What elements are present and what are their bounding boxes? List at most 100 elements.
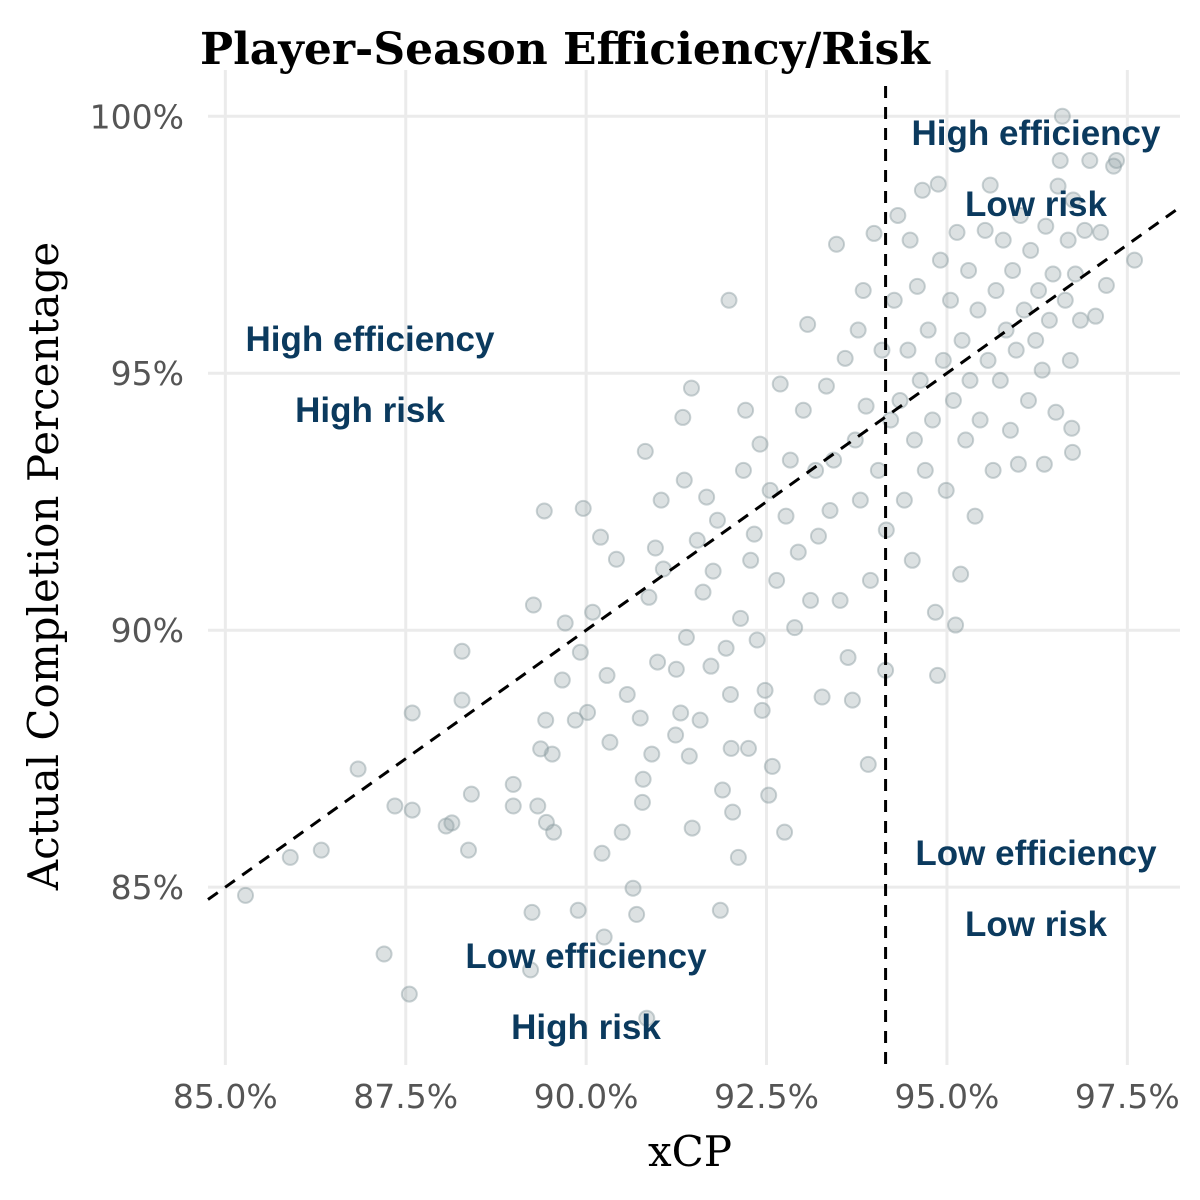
point bbox=[403, 704, 421, 722]
point bbox=[1061, 351, 1079, 369]
point bbox=[923, 411, 941, 429]
point bbox=[761, 481, 779, 499]
point bbox=[717, 639, 735, 657]
point bbox=[698, 488, 716, 506]
quadrant-annotation: High efficiency bbox=[912, 114, 1161, 153]
point bbox=[529, 797, 547, 815]
point bbox=[753, 701, 771, 719]
y-tick-label: 100% bbox=[90, 97, 184, 136]
point bbox=[903, 551, 921, 569]
point bbox=[349, 760, 367, 778]
point bbox=[760, 786, 778, 804]
point bbox=[895, 491, 913, 509]
point bbox=[636, 442, 654, 460]
point bbox=[1037, 217, 1055, 235]
point bbox=[403, 801, 421, 819]
point bbox=[683, 819, 701, 837]
point bbox=[680, 747, 698, 765]
point bbox=[704, 562, 722, 580]
x-tick-label: 87.5% bbox=[353, 1077, 458, 1116]
point bbox=[771, 375, 789, 393]
point bbox=[768, 571, 786, 589]
point bbox=[937, 481, 955, 499]
point bbox=[821, 501, 839, 519]
point bbox=[652, 491, 670, 509]
point bbox=[675, 471, 693, 489]
point bbox=[584, 603, 602, 621]
point bbox=[836, 349, 854, 367]
point bbox=[593, 844, 611, 862]
point bbox=[756, 681, 774, 699]
point bbox=[991, 371, 1009, 389]
point bbox=[813, 688, 831, 706]
point bbox=[312, 841, 330, 859]
quadrant-annotation: Low efficiency bbox=[915, 834, 1157, 873]
point bbox=[809, 527, 827, 545]
point bbox=[643, 745, 661, 763]
point bbox=[1053, 107, 1071, 125]
point bbox=[532, 740, 550, 758]
point bbox=[714, 781, 732, 799]
point bbox=[677, 628, 695, 646]
point bbox=[708, 511, 726, 529]
point bbox=[905, 431, 923, 449]
point bbox=[849, 321, 867, 339]
point bbox=[859, 755, 877, 773]
point bbox=[737, 401, 755, 419]
point bbox=[522, 961, 540, 979]
y-tick-label: 90% bbox=[111, 611, 184, 650]
point bbox=[1019, 391, 1037, 409]
point bbox=[851, 491, 869, 509]
point bbox=[386, 797, 404, 815]
point bbox=[1063, 443, 1081, 461]
point bbox=[1030, 281, 1048, 299]
y-tick-label: 85% bbox=[111, 868, 184, 907]
point bbox=[711, 901, 729, 919]
point bbox=[776, 823, 794, 841]
point bbox=[1040, 311, 1058, 329]
point bbox=[947, 616, 965, 634]
point bbox=[672, 704, 690, 722]
point bbox=[592, 528, 610, 546]
point bbox=[375, 945, 393, 963]
point bbox=[781, 451, 799, 469]
point bbox=[646, 539, 664, 557]
point bbox=[1107, 151, 1125, 169]
point bbox=[911, 371, 929, 389]
point bbox=[957, 431, 975, 449]
point bbox=[981, 176, 999, 194]
point bbox=[1009, 455, 1027, 473]
point bbox=[817, 377, 835, 395]
point bbox=[854, 281, 872, 299]
point bbox=[688, 531, 706, 549]
point bbox=[504, 797, 522, 815]
point bbox=[1081, 151, 1099, 169]
point bbox=[556, 614, 574, 632]
point bbox=[734, 461, 752, 479]
point bbox=[1064, 191, 1082, 209]
point bbox=[1063, 419, 1081, 437]
point bbox=[638, 1009, 656, 1027]
point bbox=[885, 291, 903, 309]
point bbox=[504, 775, 522, 793]
point bbox=[1076, 221, 1094, 239]
quadrant-annotation: High risk bbox=[511, 1008, 661, 1047]
point bbox=[839, 648, 857, 666]
point bbox=[969, 301, 987, 319]
point bbox=[799, 315, 817, 333]
point bbox=[869, 461, 887, 479]
point bbox=[994, 231, 1012, 249]
point bbox=[948, 223, 966, 241]
point bbox=[624, 879, 642, 897]
point bbox=[667, 660, 685, 678]
point bbox=[437, 817, 455, 835]
point bbox=[916, 461, 934, 479]
point bbox=[1007, 341, 1025, 359]
point bbox=[569, 901, 587, 919]
point bbox=[674, 408, 692, 426]
point bbox=[987, 281, 1005, 299]
point bbox=[702, 657, 720, 675]
point bbox=[831, 591, 849, 609]
point bbox=[453, 691, 471, 709]
